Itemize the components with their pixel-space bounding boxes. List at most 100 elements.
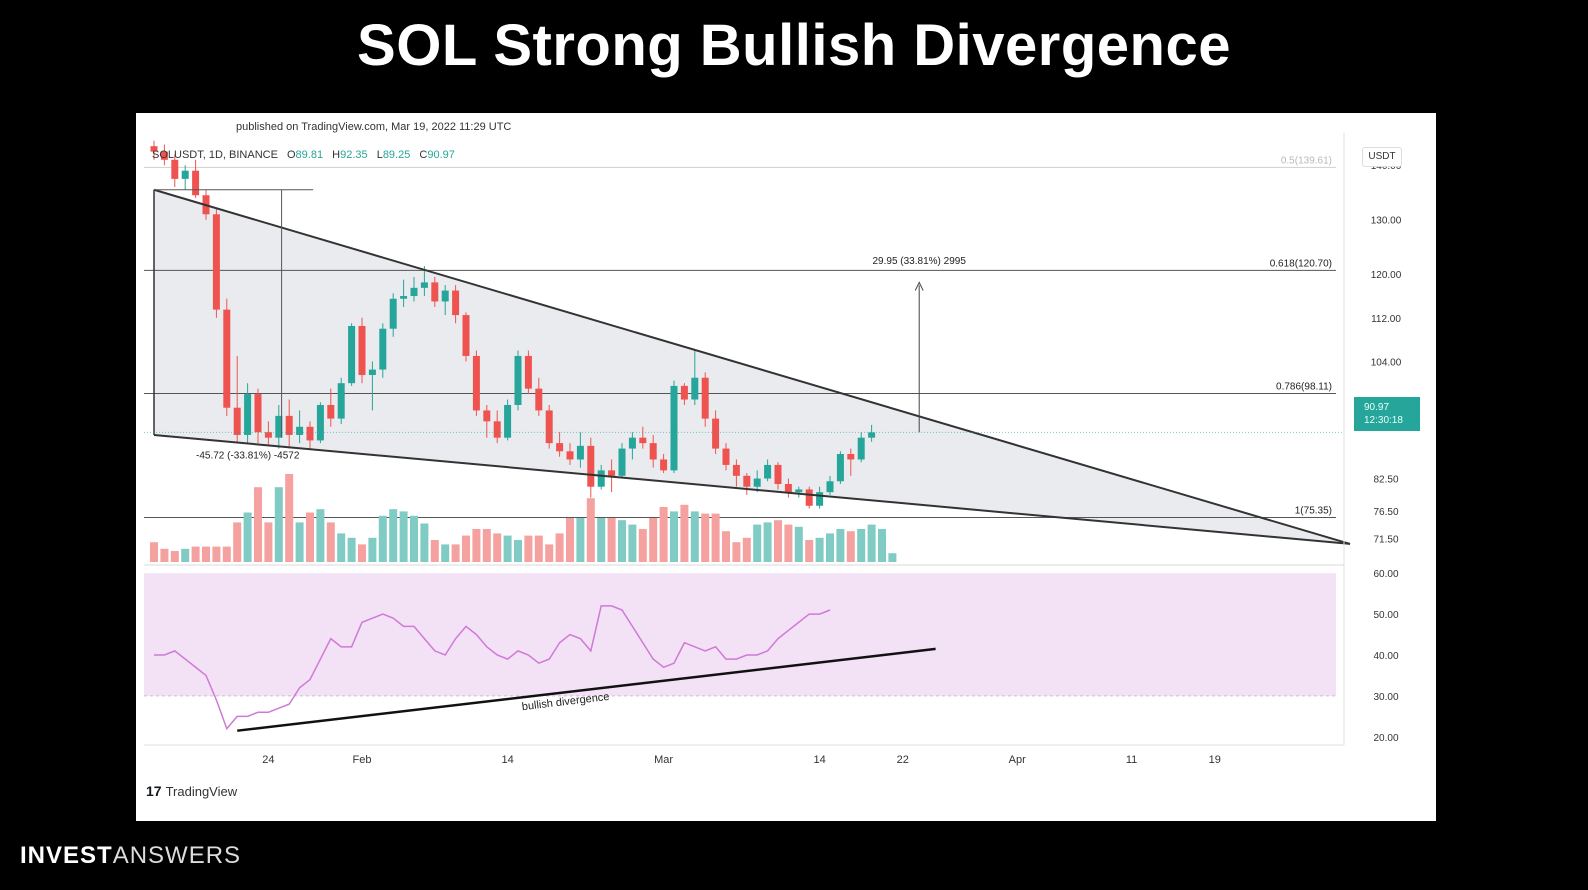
ohlc-high-value: 92.35	[340, 149, 368, 161]
footer-brand-bold: INVEST	[20, 842, 113, 869]
volume-bar	[462, 535, 470, 562]
volume-bar	[836, 529, 845, 562]
candle-body	[649, 443, 657, 460]
candle-body	[712, 418, 720, 449]
price-tick-label: 104.00	[1371, 357, 1402, 368]
candle-body	[296, 426, 304, 435]
volume-bar	[222, 546, 231, 562]
last-price-tag: 90.97 12:30:18	[1354, 397, 1420, 431]
volume-bar	[878, 529, 886, 562]
wedge-lower-trendline	[153, 433, 1351, 545]
candle-body	[795, 489, 803, 493]
candle-body	[732, 464, 740, 476]
candle-body	[556, 443, 564, 452]
candle-body	[493, 421, 501, 438]
volume-bar	[618, 520, 626, 562]
volume-bar	[482, 529, 491, 562]
wedge-upper-trendline	[153, 188, 1351, 545]
candle-body	[545, 410, 553, 444]
candle-body	[857, 437, 865, 460]
candle-body	[431, 282, 439, 302]
volume-bar	[212, 546, 221, 562]
volume-bar	[888, 553, 897, 562]
chart-svg: 0.5(139.61) 0.618(120.70) 0.786(98.11) 1(75…	[136, 113, 1436, 821]
slide-title: SOL Strong Bullish Divergence	[357, 13, 1231, 78]
rsi-line	[154, 605, 831, 731]
publish-note: published on TradingView.com, Mar 19, 20…	[236, 121, 512, 133]
candle-body	[171, 159, 179, 179]
wedge-fill	[154, 189, 1350, 544]
candle-body	[660, 459, 668, 471]
volume-bar	[628, 524, 637, 562]
ohlc-close-key: C	[419, 149, 428, 161]
footer-brand: INVESTANSWERS	[20, 842, 241, 870]
volume-bar	[805, 540, 814, 562]
volume-bar	[524, 535, 533, 562]
volume-bar	[857, 529, 866, 562]
volume-bar	[753, 524, 762, 562]
volume-bar	[670, 511, 678, 562]
candle-body	[212, 214, 220, 310]
candle-body	[774, 464, 782, 484]
tradingview-logo-icon: 17	[146, 783, 162, 799]
footer-brand-light: ANSWERS	[112, 842, 242, 869]
candle-body	[753, 478, 761, 487]
candle-body	[306, 426, 314, 441]
measure-down-label: -45.72 (-33.81%) -4572	[196, 450, 300, 461]
volume-bar	[306, 512, 314, 562]
volume-bar	[774, 520, 782, 562]
volume-bar	[181, 548, 190, 562]
currency-button[interactable]: USDT	[1362, 147, 1402, 167]
time-tick-label: Apr	[1009, 754, 1026, 766]
price-tick-label: 120.00	[1371, 270, 1402, 281]
candle-body	[389, 298, 397, 329]
candle-body	[743, 475, 751, 487]
ohlc-close-value: 90.97	[427, 149, 455, 161]
tradingview-brand-label: TradingView	[165, 784, 238, 799]
candle-body	[597, 470, 605, 487]
price-tick-label: 76.50	[1373, 507, 1398, 518]
volume-bar	[690, 511, 699, 562]
candle-body	[524, 355, 532, 389]
volume-bar	[722, 531, 730, 562]
volume-bar	[389, 509, 398, 562]
ohlc-low-key: L	[376, 149, 383, 161]
volume-bar	[659, 507, 668, 562]
candle-body	[618, 448, 626, 476]
candle-body	[192, 170, 200, 196]
volume-bar	[326, 522, 335, 562]
candle-body	[514, 355, 522, 405]
candle-body	[462, 315, 470, 356]
volume-bar	[586, 498, 595, 562]
candle-body	[826, 481, 834, 493]
symbol-legend[interactable]: SOLUSDT, 1D, BINANCE O89.81 H92.35 L89.2…	[152, 149, 455, 161]
rsi-tick-label: 50.00	[1373, 610, 1398, 621]
fib-level-label: 0.618(120.70)	[1270, 258, 1332, 269]
measure-up-label: 29.95 (33.81%) 2995	[872, 256, 966, 267]
candle-body	[670, 385, 678, 471]
tradingview-brand[interactable]: 17 TradingView	[146, 783, 237, 799]
price-tick-label: 130.00	[1371, 216, 1402, 227]
volume-bar	[170, 551, 179, 562]
candle-body	[358, 325, 366, 376]
volume-bar	[534, 535, 543, 562]
candle-body	[805, 489, 813, 506]
volume-bar	[607, 518, 616, 562]
candle-body	[160, 151, 168, 160]
ohlc-open-key: O	[286, 149, 296, 161]
last-price-value: 90.97	[1364, 402, 1390, 413]
rsi-divergence-trendline	[237, 647, 936, 732]
volume-bar	[732, 542, 741, 562]
volume-bar	[264, 522, 273, 562]
candle-body	[327, 404, 335, 419]
ohlc-low-value: 89.25	[382, 149, 411, 161]
volume-bar	[160, 548, 169, 562]
candle-body	[285, 415, 293, 435]
candle-body	[566, 451, 574, 460]
rsi-band	[144, 573, 1336, 696]
candle-body	[680, 385, 688, 400]
volume-bar	[316, 509, 325, 562]
volume-bar	[410, 515, 418, 562]
rsi-tick-label: 20.00	[1373, 733, 1398, 744]
time-tick-label: 11	[1126, 754, 1137, 766]
